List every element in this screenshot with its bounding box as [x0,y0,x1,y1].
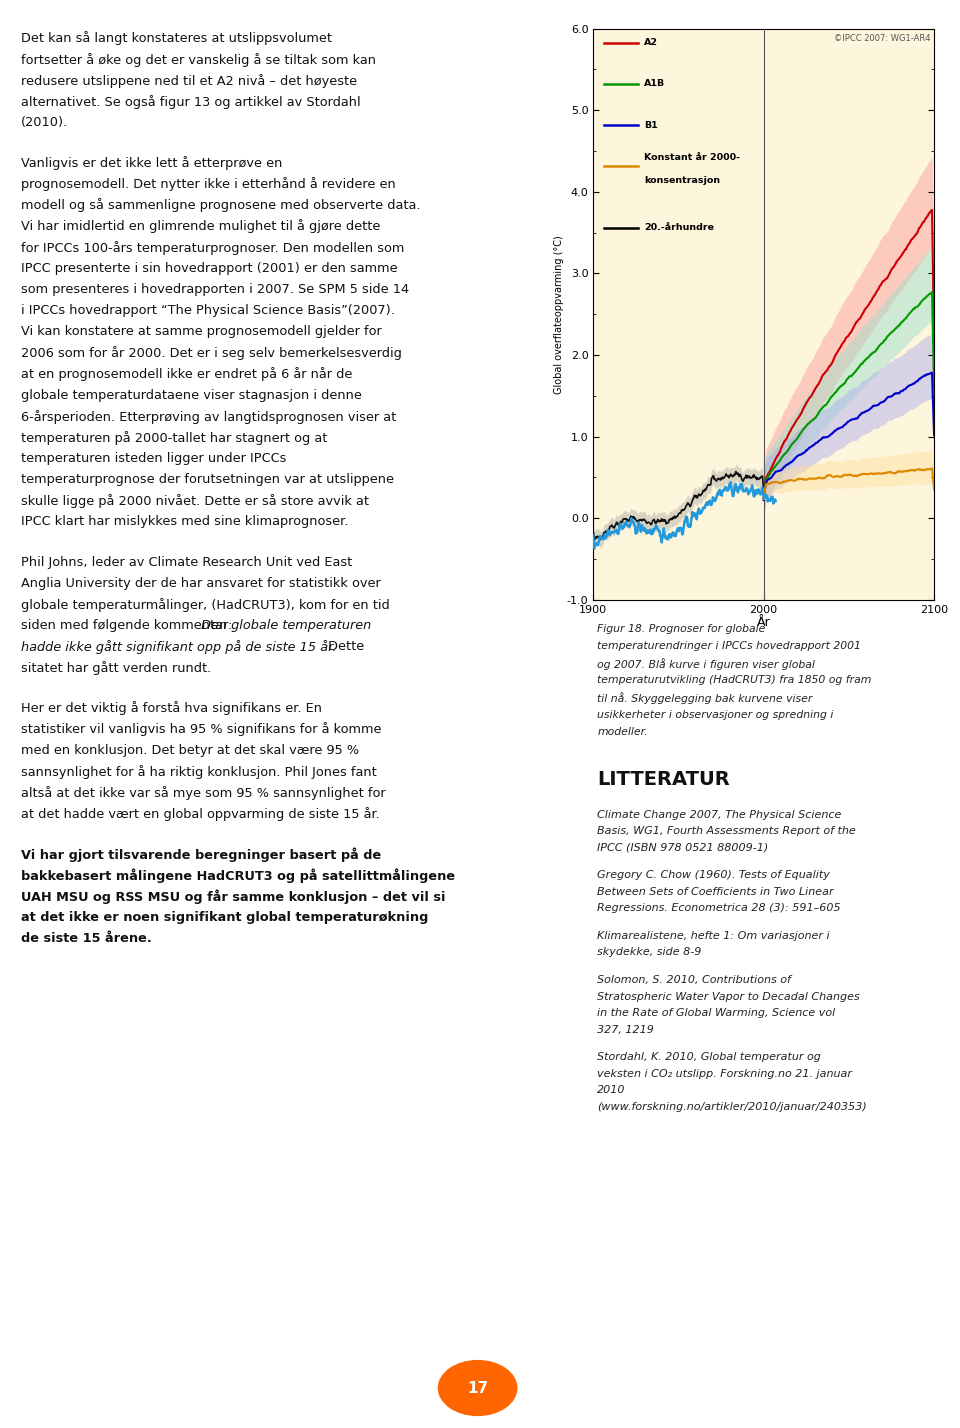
Text: som presenteres i hovedrapporten i 2007. Se SPM 5 side 14: som presenteres i hovedrapporten i 2007.… [21,283,409,296]
Text: konsentrasjon: konsentrasjon [644,176,721,186]
Text: Figur 18. Prognoser for globale: Figur 18. Prognoser for globale [597,624,765,634]
Text: Between Sets of Coefficients in Two Linear: Between Sets of Coefficients in Two Line… [597,887,833,897]
Text: hadde ikke gått signifikant opp på de siste 15 år.: hadde ikke gått signifikant opp på de si… [21,640,337,654]
X-axis label: År: År [756,615,771,628]
Text: Klimarealistene, hefte 1: Om variasjoner i: Klimarealistene, hefte 1: Om variasjoner… [597,931,829,941]
Text: in the Rate of Global Warming, Science vol: in the Rate of Global Warming, Science v… [597,1008,835,1018]
Text: veksten i CO₂ utslipp. Forskning.no 21. januar: veksten i CO₂ utslipp. Forskning.no 21. … [597,1070,852,1080]
Text: Dette: Dette [324,640,364,653]
Text: temperaturendringer i IPCCs hovedrapport 2001: temperaturendringer i IPCCs hovedrapport… [597,641,861,651]
Text: LITTERATUR: LITTERATUR [597,770,730,788]
Text: 2010: 2010 [597,1085,626,1095]
Text: sannsynlighet for å ha riktig konklusjon. Phil Jones fant: sannsynlighet for å ha riktig konklusjon… [21,765,377,778]
Text: temperaturutvikling (HadCRUT3) fra 1850 og fram: temperaturutvikling (HadCRUT3) fra 1850 … [597,675,872,685]
Text: at det hadde vært en global oppvarming de siste 15 år.: at det hadde vært en global oppvarming d… [21,807,380,821]
Text: de siste 15 årene.: de siste 15 årene. [21,931,152,945]
Text: Vi har gjort tilsvarende beregninger basert på de: Vi har gjort tilsvarende beregninger bas… [21,847,381,861]
Text: ©IPCC 2007: WG1-AR4: ©IPCC 2007: WG1-AR4 [834,34,930,43]
Text: globale temperaturdataene viser stagnasjon i denne: globale temperaturdataene viser stagnasj… [21,388,362,401]
Text: globale temperaturmålinger, (HadCRUT3), kom for en tid: globale temperaturmålinger, (HadCRUT3), … [21,598,390,611]
Text: modeller.: modeller. [597,727,648,737]
Text: Vi kan konstatere at samme prognosemodell gjelder for: Vi kan konstatere at samme prognosemodel… [21,326,382,338]
Text: med en konklusjon. Det betyr at det skal være 95 %: med en konklusjon. Det betyr at det skal… [21,744,359,757]
Text: at en prognosemodell ikke er endret på 6 år når de: at en prognosemodell ikke er endret på 6… [21,367,352,381]
Text: fortsetter å øke og det er vanskelig å se tiltak som kan: fortsetter å øke og det er vanskelig å s… [21,53,376,67]
Text: temperaturen på 2000-tallet har stagnert og at: temperaturen på 2000-tallet har stagnert… [21,431,327,446]
Text: (www.forskning.no/artikler/2010/januar/240353): (www.forskning.no/artikler/2010/januar/2… [597,1102,867,1112]
Text: Solomon, S. 2010, Contributions of: Solomon, S. 2010, Contributions of [597,975,791,985]
Text: redusere utslippene ned til et A2 nivå – det høyeste: redusere utslippene ned til et A2 nivå –… [21,74,357,87]
Text: prognosemodell. Det nytter ikke i etterhånd å revidere en: prognosemodell. Det nytter ikke i etterh… [21,177,396,191]
Text: at det ikke er noen signifikant global temperaturøkning: at det ikke er noen signifikant global t… [21,911,428,924]
Text: 327, 1219: 327, 1219 [597,1025,654,1035]
Text: Basis, WG1, Fourth Assessments Report of the: Basis, WG1, Fourth Assessments Report of… [597,827,856,837]
Text: Her er det viktig å forstå hva signifikans er. En: Her er det viktig å forstå hva signifika… [21,701,323,715]
Text: bakkebasert målingene HadCRUT3 og på satellittmålingene: bakkebasert målingene HadCRUT3 og på sat… [21,868,455,883]
Text: og 2007. Blå kurve i figuren viser global: og 2007. Blå kurve i figuren viser globa… [597,658,815,670]
Text: Phil Johns, leder av Climate Research Unit ved East: Phil Johns, leder av Climate Research Un… [21,555,352,568]
Text: UAH MSU og RSS MSU og får samme konklusjon – det vil si: UAH MSU og RSS MSU og får samme konklusj… [21,890,445,904]
Text: Stratospheric Water Vapor to Decadal Changes: Stratospheric Water Vapor to Decadal Cha… [597,992,860,1002]
Text: alternativet. Se også figur 13 og artikkel av Stordahl: alternativet. Se også figur 13 og artikk… [21,94,361,109]
Text: 6-årsperioden. Etterprøving av langtidsprognosen viser at: 6-årsperioden. Etterprøving av langtidsp… [21,410,396,424]
Text: temperaturprognose der forutsetningen var at utslippene: temperaturprognose der forutsetningen va… [21,473,395,486]
Text: A2: A2 [644,39,659,47]
Text: 20.-århundre: 20.-århundre [644,223,714,233]
Text: Regressions. Econometrica 28 (3): 591–605: Regressions. Econometrica 28 (3): 591–60… [597,904,841,914]
Text: modell og så sammenligne prognosene med observerte data.: modell og så sammenligne prognosene med … [21,198,420,213]
Text: Vanligvis er det ikke lett å etterprøve en: Vanligvis er det ikke lett å etterprøve … [21,156,282,170]
Text: Konstant år 2000-: Konstant år 2000- [644,153,740,163]
Text: 2006 som for år 2000. Det er i seg selv bemerkelsesverdig: 2006 som for år 2000. Det er i seg selv … [21,347,402,360]
Y-axis label: Global overflateoppvarming (°C): Global overflateoppvarming (°C) [554,234,564,394]
Circle shape [439,1361,516,1415]
Text: statistiker vil vanligvis ha 95 % signifikans for å komme: statistiker vil vanligvis ha 95 % signif… [21,723,382,737]
Text: Det kan så langt konstateres at utslippsvolumet: Det kan så langt konstateres at utslipps… [21,31,332,46]
Text: Stordahl, K. 2010, Global temperatur og: Stordahl, K. 2010, Global temperatur og [597,1052,821,1062]
Text: IPCC (ISBN 978 0521 88009-1): IPCC (ISBN 978 0521 88009-1) [597,843,768,853]
Text: siden med følgende kommentar:: siden med følgende kommentar: [21,618,232,633]
Text: i IPCCs hovedrapport “The Physical Science Basis”(2007).: i IPCCs hovedrapport “The Physical Scien… [21,304,395,317]
Text: til nå. Skyggelegging bak kurvene viser: til nå. Skyggelegging bak kurvene viser [597,693,812,704]
Text: for IPCCs 100-års temperaturprognoser. Den modellen som: for IPCCs 100-års temperaturprognoser. D… [21,241,404,254]
Text: A1B: A1B [644,80,665,89]
Text: B1: B1 [644,120,659,130]
Text: IPCC klart har mislykkes med sine klimaprognoser.: IPCC klart har mislykkes med sine klimap… [21,516,348,528]
Text: IPCC presenterte i sin hovedrapport (2001) er den samme: IPCC presenterte i sin hovedrapport (200… [21,261,397,274]
Text: 17: 17 [467,1381,489,1395]
Text: skulle ligge på 2000 nivået. Dette er så store avvik at: skulle ligge på 2000 nivået. Dette er så… [21,494,369,508]
Text: (2010).: (2010). [21,116,68,129]
Text: altså at det ikke var så mye som 95 % sannsynlighet for: altså at det ikke var så mye som 95 % sa… [21,785,386,800]
Text: usikkerheter i observasjoner og spredning i: usikkerheter i observasjoner og sprednin… [597,710,833,720]
Text: skydekke, side 8-9: skydekke, side 8-9 [597,948,702,958]
Text: Anglia University der de har ansvaret for statistikk over: Anglia University der de har ansvaret fo… [21,577,381,590]
Text: Gregory C. Chow (1960). Tests of Equality: Gregory C. Chow (1960). Tests of Equalit… [597,871,830,881]
Text: sitatet har gått verden rundt.: sitatet har gått verden rundt. [21,661,211,675]
Text: temperaturen isteden ligger under IPCCs: temperaturen isteden ligger under IPCCs [21,453,286,466]
Text: Den globale temperaturen: Den globale temperaturen [197,618,371,633]
Text: Vi har imidlertid en glimrende mulighet til å gjøre dette: Vi har imidlertid en glimrende mulighet … [21,220,380,234]
Text: Climate Change 2007, The Physical Science: Climate Change 2007, The Physical Scienc… [597,810,842,820]
